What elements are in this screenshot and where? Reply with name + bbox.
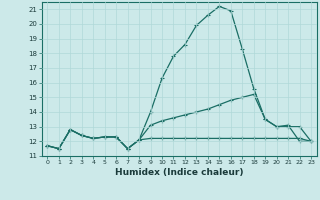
X-axis label: Humidex (Indice chaleur): Humidex (Indice chaleur) (115, 168, 244, 177)
